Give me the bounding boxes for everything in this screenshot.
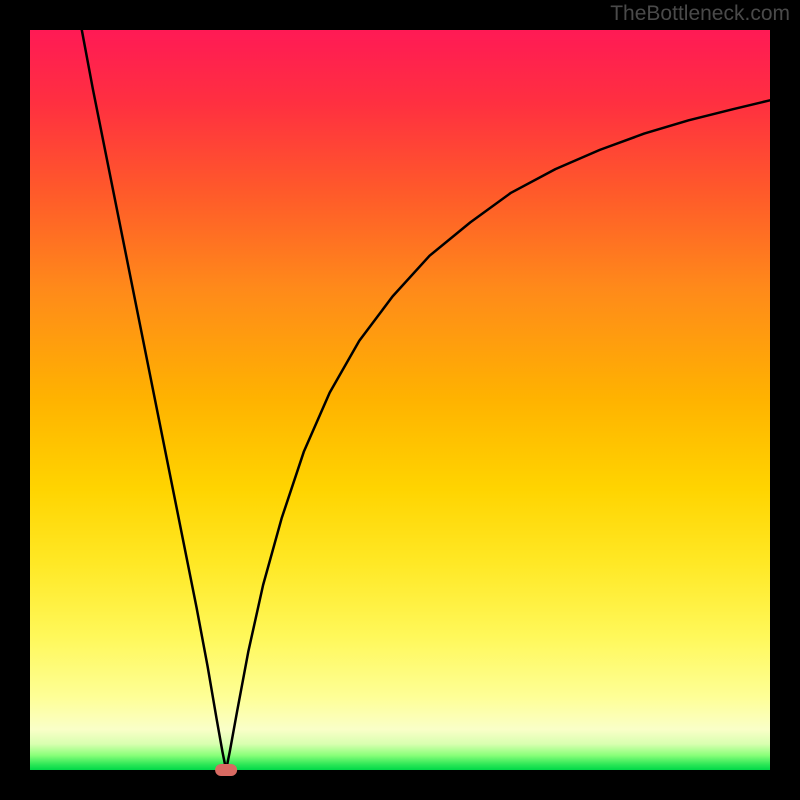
- bottleneck-chart: [0, 0, 800, 800]
- watermark-text: TheBottleneck.com: [610, 2, 790, 26]
- optimal-marker: [215, 764, 237, 776]
- chart-container: TheBottleneck.com: [0, 0, 800, 800]
- plot-background: [30, 30, 770, 770]
